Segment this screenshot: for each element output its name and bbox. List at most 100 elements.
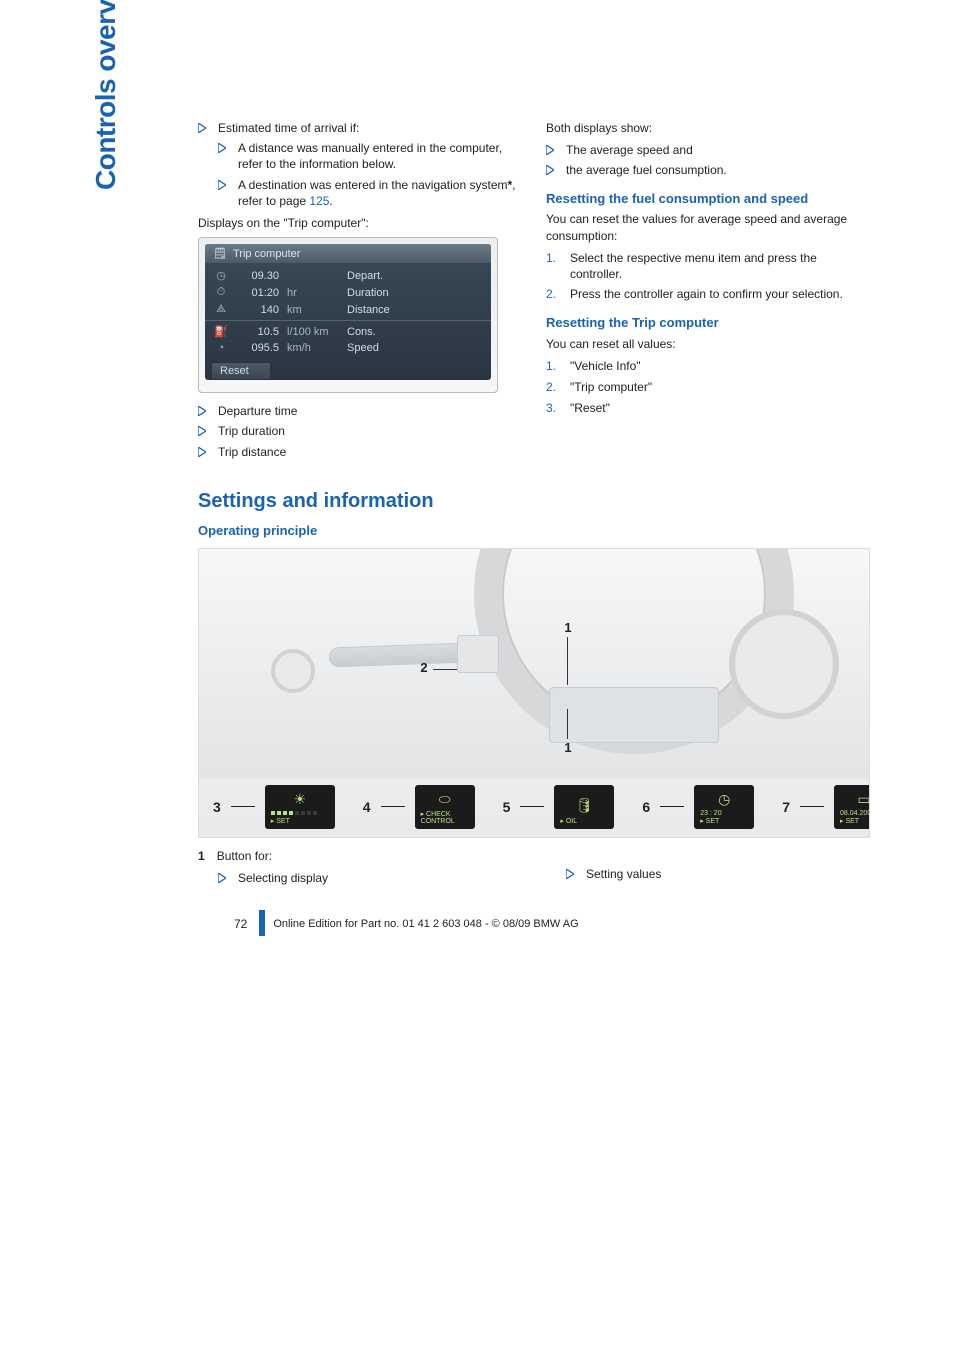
below-left: 1 Button for: Selecting display (198, 848, 518, 890)
dashboard-figure: 1 1 2 3 ☀ ▸ SET 4 ⬭ (198, 548, 870, 838)
trip-row: ⟁ 140 km Distance (213, 301, 483, 318)
callout-1: 1 (559, 619, 577, 637)
date-icon: ▭ (840, 789, 870, 810)
subheading: Resetting the Trip computer (546, 315, 866, 332)
strip-button: ▭ 08.04.2004 ▸ SET (834, 785, 870, 829)
gauge-icon (729, 609, 839, 719)
text: Trip distance (218, 444, 518, 460)
strip-button: ◷ 23 : 20 ▸ SET (694, 785, 754, 829)
trip-row: ⏱ 01:20 hr Duration (213, 284, 483, 301)
text: "Vehicle Info" (570, 358, 866, 374)
label: Duration (347, 287, 483, 299)
callout-7: 7 (782, 799, 790, 815)
trip-rows: ◷ 09.30 Depart. ⏱ 01:20 hr Duration (205, 263, 491, 358)
text: Trip duration (218, 423, 518, 439)
reset-button: Reset (211, 362, 271, 380)
figure-watermark: MINI290545CAN (867, 747, 870, 806)
unit: km/h (287, 342, 339, 354)
right-column: Both displays show: The average speed an… (546, 120, 866, 464)
text: A distance was manually entered in the c… (238, 140, 518, 172)
trip-title: Trip computer (233, 248, 300, 260)
trip-row: ⛽ 10.5 l/100 km Cons. (213, 323, 483, 340)
text: The average speed and (566, 142, 866, 158)
strip-button: ⬭ ▸ CHECK CONTROL (415, 785, 475, 829)
text: "Reset" (570, 400, 866, 416)
clock-icon: ◷ (213, 269, 229, 282)
text: You can reset the values for average spe… (546, 211, 866, 243)
speed-icon: ◔ (213, 342, 229, 354)
text: You can reset all values: (546, 336, 866, 352)
text: Estimated time of arrival if: (218, 120, 518, 136)
unit: hr (287, 287, 339, 299)
stalk-tip-icon (457, 635, 499, 673)
triangle-icon (546, 162, 556, 175)
step-number: 3. (546, 400, 560, 417)
step-number: 2. (546, 286, 560, 303)
strip-button: 🛢 ▸ OIL (554, 785, 614, 829)
footer-text: Online Edition for Part no. 01 41 2 603 … (273, 918, 578, 930)
callout-1: 1 (559, 739, 577, 757)
caption: Displays on the "Trip computer": (198, 215, 518, 231)
clock-icon: ◷ (700, 789, 748, 810)
triangle-icon (218, 140, 228, 153)
button-strip: 3 ☀ ▸ SET 4 ⬭ ▸ CHECK CONTROL (199, 777, 869, 837)
callout-4: 4 (363, 799, 371, 815)
section-heading: Settings and information (198, 490, 868, 513)
page-ref-link[interactable]: 125 (309, 194, 329, 208)
triangle-icon (198, 403, 208, 416)
value: 140 (237, 304, 279, 316)
step-number: 1. (546, 250, 560, 267)
trip-computer-figure: 🗒 Trip computer ◷ 09.30 Depart. ⏱ (198, 237, 498, 393)
unit: km (287, 304, 339, 316)
callout-3: 3 (213, 799, 221, 815)
value: 01:20 (237, 287, 279, 299)
stalk-icon (329, 642, 470, 667)
subheading: Resetting the fuel consumption and speed (546, 191, 866, 208)
footer-bar-icon (259, 910, 265, 936)
triangle-icon (566, 866, 576, 879)
step-number: 1. (546, 358, 560, 375)
oil-icon: 🛢 (560, 795, 608, 817)
left-column: Estimated time of arrival if: A distance… (198, 120, 518, 464)
btn-label: ▸ CHECK CONTROL (421, 810, 469, 825)
below-right: Setting values (546, 848, 866, 890)
text: the average fuel consumption. (566, 162, 866, 178)
subheading: Operating principle (198, 523, 868, 540)
triangle-icon (218, 177, 228, 190)
cluster-display-icon (549, 687, 719, 743)
btn-label: ▸ SET (271, 817, 329, 825)
trip-row: ◔ 095.5 km/h Speed (213, 340, 483, 356)
callout-5: 5 (503, 799, 511, 815)
page-number: 72 (234, 917, 247, 931)
label: Depart. (347, 270, 483, 282)
step-number: 2. (546, 379, 560, 396)
calendar-icon: 🗒 (213, 247, 227, 260)
text: Button for: (217, 849, 272, 863)
text: Departure time (218, 403, 518, 419)
triangle-icon (198, 444, 208, 457)
text: Select the respective menu item and pres… (570, 250, 866, 282)
text-part: A destination was entered in the navigat… (238, 178, 508, 192)
strip-button: ☀ ▸ SET (265, 785, 335, 829)
triangle-icon (546, 142, 556, 155)
triangle-icon (198, 120, 208, 133)
btn-label: 23 : 20 ▸ SET (700, 810, 748, 825)
text-part: . (329, 194, 332, 208)
text: Selecting display (238, 870, 518, 886)
legend-num: 1 (198, 849, 205, 863)
unit: l/100 km (287, 326, 339, 338)
trip-row: ◷ 09.30 Depart. (213, 267, 483, 284)
small-gauge-icon (271, 649, 315, 693)
btn-label: ▸ OIL (560, 817, 608, 825)
timer-icon: ⏱ (213, 286, 229, 299)
label: Cons. (347, 326, 483, 338)
triangle-icon (198, 423, 208, 436)
triangle-icon (218, 870, 228, 883)
callout-2: 2 (415, 659, 433, 677)
text: Setting values (586, 866, 866, 882)
value: 10.5 (237, 326, 279, 338)
text: Press the controller again to confirm yo… (570, 286, 866, 302)
car-icon: ⬭ (421, 789, 469, 810)
side-tab: Controls overview (90, 0, 122, 190)
trip-titlebar: 🗒 Trip computer (205, 244, 491, 263)
